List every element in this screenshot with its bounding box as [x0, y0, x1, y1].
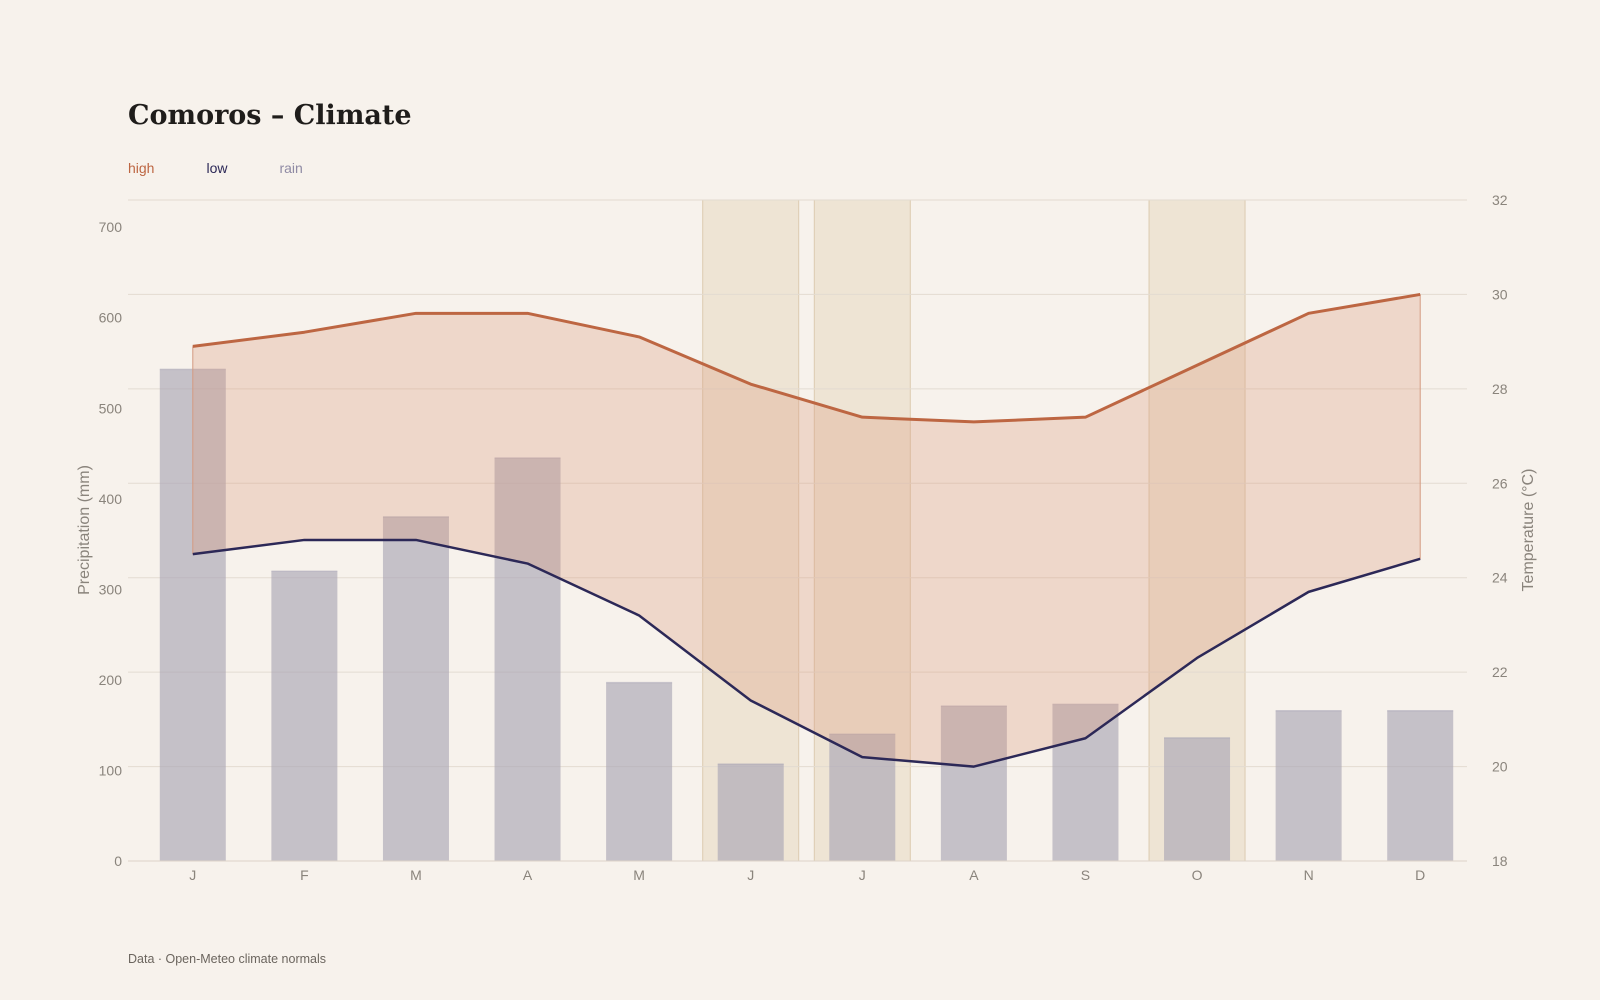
y-right-tick-label: 26: [1492, 475, 1508, 491]
y-right-tick-label: 24: [1492, 570, 1508, 586]
y-left-tick-label: 100: [99, 762, 123, 778]
temperature-lines: [192, 292, 1421, 768]
x-tick-label: N: [1304, 867, 1314, 883]
rain-bar: [1164, 737, 1231, 861]
rain-bar: [940, 706, 1007, 861]
legend-high: high: [128, 160, 155, 176]
rain-bar: [1052, 704, 1119, 861]
rain-bar: [1387, 710, 1454, 861]
y-right-tick-label: 28: [1492, 381, 1508, 397]
y-left-tick-label: 200: [99, 672, 123, 688]
legend-low: low: [206, 160, 228, 176]
rain-bar: [606, 682, 673, 861]
legend: high low rain: [128, 160, 303, 176]
x-tick-label: J: [859, 867, 866, 883]
y-left-tick-label: 600: [99, 310, 123, 326]
rain-bar: [829, 734, 896, 861]
y-left-axis-title: Precipitation (mm): [76, 465, 93, 595]
low-temperature-line: [192, 538, 1421, 768]
y-left-tick-label: 400: [99, 491, 123, 507]
rain-bar: [382, 516, 449, 861]
rain-bar: [271, 571, 338, 861]
y-right-axis-title: Temperature (°C): [1520, 469, 1537, 592]
y-right-tick-label: 32: [1492, 192, 1508, 208]
highlight-band-5: [702, 199, 800, 862]
y-right-tick-label: 30: [1492, 286, 1508, 302]
y-left-tick-label: 500: [99, 400, 123, 416]
temperature-band: [192, 294, 1421, 767]
x-tick-label: M: [410, 867, 422, 883]
x-tick-label: A: [969, 867, 979, 883]
high-temperature-line: [192, 292, 1421, 424]
x-tick-label: D: [1415, 867, 1425, 883]
y-left-tick-label: 0: [114, 853, 122, 869]
legend-rain: rain: [279, 160, 303, 176]
rain-bar: [494, 458, 561, 861]
rain-bar: [717, 764, 784, 861]
axes: 0 100 200 300 400 500 600 700 18 20 22 24 26 28 30 32 J F…: [99, 192, 1508, 883]
y-right-tick-label: 20: [1492, 759, 1508, 775]
y-right-tick-label: 22: [1492, 664, 1508, 680]
x-tick-label: S: [1081, 867, 1090, 883]
temperature-range-area: [192, 294, 1421, 767]
y-left-tick-label: 300: [99, 581, 123, 597]
x-tick-label: J: [747, 867, 754, 883]
x-tick-label: F: [300, 867, 309, 883]
x-tick-label: J: [189, 867, 196, 883]
y-left-tick-label: 700: [99, 219, 123, 235]
source-note: Data · Open-Meteo climate normals: [128, 952, 326, 966]
chart-title: Comoros – Climate: [128, 100, 412, 131]
x-tick-label: O: [1192, 867, 1203, 883]
y-right-tick-label: 18: [1492, 853, 1508, 869]
rain-bar: [1275, 710, 1342, 861]
x-tick-label: A: [523, 867, 533, 883]
x-tick-label: M: [633, 867, 645, 883]
